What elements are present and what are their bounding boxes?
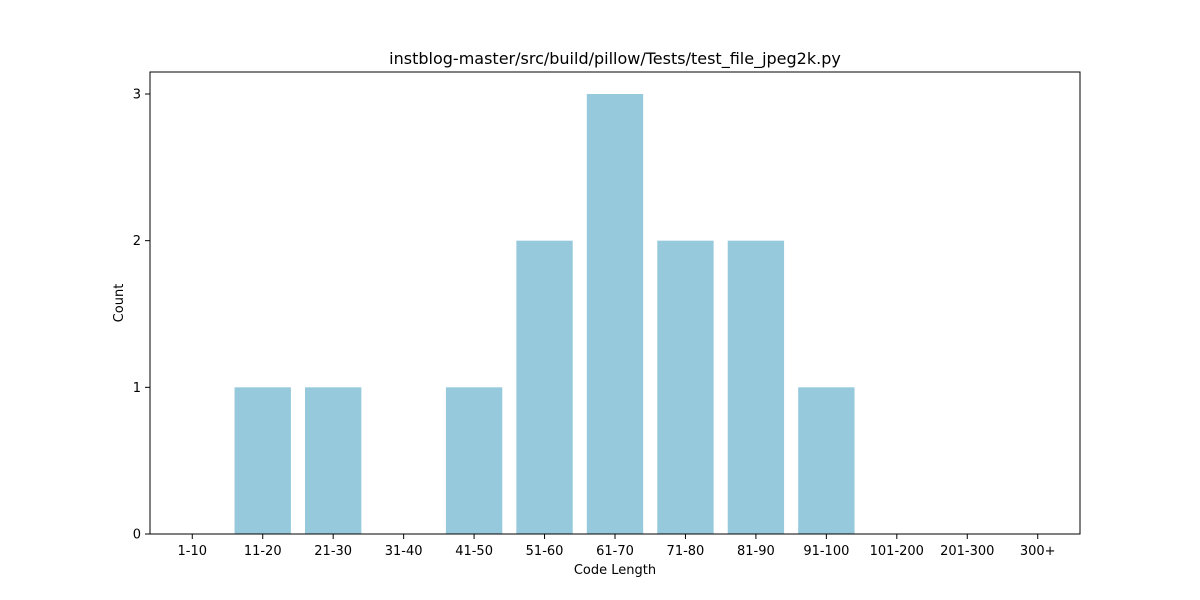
bar-21-30 xyxy=(305,387,362,534)
x-tick-label: 61-70 xyxy=(596,544,634,559)
x-tick-label: 300+ xyxy=(1020,544,1056,559)
y-tick-label: 0 xyxy=(133,528,141,543)
chart-title: instblog-master/src/build/pillow/Tests/t… xyxy=(389,49,841,69)
x-tick-label: 91-100 xyxy=(803,544,849,559)
bar-11-20 xyxy=(234,387,291,534)
x-tick-label: 21-30 xyxy=(314,544,352,559)
y-tick-label: 2 xyxy=(133,234,141,249)
x-axis-label: Code Length xyxy=(574,563,656,578)
y-tick-label: 1 xyxy=(133,381,141,396)
bar-51-60 xyxy=(516,240,573,535)
x-tick-label: 11-20 xyxy=(244,544,282,559)
plot-frame xyxy=(149,71,1081,535)
bar-71-80 xyxy=(657,240,714,535)
x-tick-label: 51-60 xyxy=(526,544,564,559)
x-tick-label: 1-10 xyxy=(178,544,208,559)
x-tick-label: 71-80 xyxy=(667,544,705,559)
x-axis-ticks: 1-10 11-20 21-30 31-40 41-50 51-60 61-70 71-80 8… xyxy=(178,534,1056,559)
y-axis-ticks: 0 1 2 3 xyxy=(133,88,150,543)
x-tick-label: 31-40 xyxy=(385,544,423,559)
y-axis-label: Count xyxy=(112,284,127,323)
x-tick-label: 81-90 xyxy=(737,544,775,559)
y-tick-label: 3 xyxy=(133,88,141,103)
bar-61-70 xyxy=(586,94,644,534)
bar-91-100 xyxy=(798,387,855,534)
x-tick-label: 41-50 xyxy=(455,544,493,559)
bar-81-90 xyxy=(727,240,785,535)
x-tick-label: 201-300 xyxy=(940,544,994,559)
bar-41-50 xyxy=(445,387,503,534)
bars-group xyxy=(234,94,855,535)
x-tick-label: 101-200 xyxy=(870,544,924,559)
